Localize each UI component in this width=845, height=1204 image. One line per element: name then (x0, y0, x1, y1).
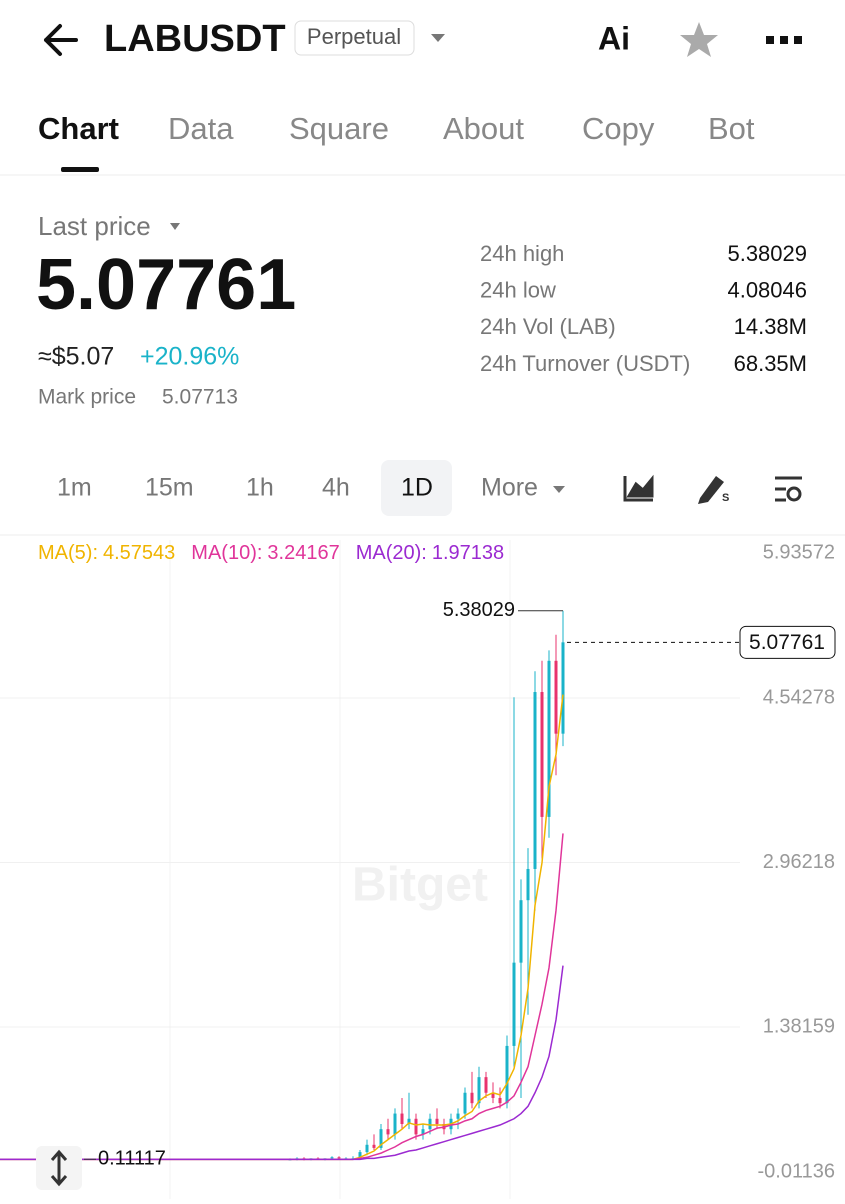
candle-body (519, 900, 523, 963)
candle-body (421, 1129, 425, 1135)
y-tick-label: 5.93572 (763, 541, 835, 563)
interval[interactable]: 1h (246, 474, 274, 502)
tab[interactable]: Bot (708, 111, 755, 146)
ma-legend-name: MA(10): (191, 542, 262, 564)
tab[interactable]: About (443, 111, 524, 146)
candle-body (379, 1129, 383, 1148)
candle-body (435, 1118, 439, 1124)
tab[interactable]: Copy (582, 111, 655, 146)
candle-body (386, 1129, 390, 1135)
ma-legend-value: 3.24167 (267, 542, 339, 564)
ai-button[interactable]: Ai (598, 20, 630, 56)
y-tick-label: 1.38159 (763, 1015, 835, 1037)
current-price-label: 5.07761 (749, 631, 825, 654)
candle-body (407, 1118, 411, 1124)
candle-body (358, 1152, 362, 1159)
candle-body (547, 660, 551, 817)
ma-legend-name: MA(20): (356, 542, 427, 564)
stat-value: 68.35M (734, 351, 807, 376)
price-change: +20.96% (140, 343, 239, 371)
interval[interactable]: 15m (145, 474, 194, 502)
ma-legend: MA(5): 4.57543 MA(10): 3.24167 MA(20): 1.9713… (38, 542, 504, 564)
last-price-label: Last price (38, 211, 151, 241)
y-tick-label: 2.96218 (763, 851, 835, 873)
candle-body (365, 1144, 369, 1153)
candle-body (470, 1092, 474, 1104)
tab[interactable]: Chart (38, 111, 119, 146)
more-menu[interactable] (766, 36, 802, 44)
candle-body (505, 1045, 509, 1104)
candle-body (484, 1077, 488, 1093)
favorite-star[interactable] (680, 22, 718, 57)
low-label: 0.11117 (98, 1148, 166, 1170)
tab[interactable]: Square (289, 111, 389, 146)
candle-body (540, 692, 544, 817)
candle-body (456, 1113, 460, 1119)
candle-body (477, 1077, 481, 1104)
symbol: LABUSDT (104, 18, 286, 60)
candle-body (463, 1092, 467, 1114)
watermark: Bitget (352, 859, 488, 912)
candle-body (561, 642, 565, 734)
svg-text:S: S (722, 492, 729, 504)
draw-tool-icon[interactable]: S (698, 476, 729, 504)
stat-label: 24h Vol (LAB) (480, 314, 616, 339)
back-button[interactable] (44, 24, 78, 56)
candle-body (533, 692, 537, 869)
usd-price: ≈$5.07 (38, 343, 114, 371)
tab-underline (61, 167, 99, 172)
mark-price: 5.07713 (162, 386, 238, 409)
candle-body (491, 1092, 495, 1098)
interval[interactable]: 4h (322, 474, 350, 502)
selected-interval-bg (381, 460, 452, 516)
candle-body (428, 1118, 432, 1130)
ma-legend-value: 1.97138 (432, 542, 504, 564)
ma-legend-name: MA(5): (38, 542, 98, 564)
interval[interactable]: 1m (57, 474, 92, 502)
candle-body (372, 1144, 376, 1148)
candle-body (400, 1113, 404, 1124)
stat-label: 24h Turnover (USDT) (480, 351, 690, 376)
candle-body (554, 660, 558, 734)
y-tick-label: -0.01136 (758, 1160, 835, 1182)
scale-button[interactable] (36, 1146, 82, 1190)
high-label: 5.38029 (443, 599, 515, 621)
stat-label: 24h low (480, 278, 556, 303)
stat-label: 24h high (480, 241, 564, 266)
ma-line (290, 965, 564, 1161)
settings-icon[interactable] (775, 476, 802, 502)
tab[interactable]: Data (168, 111, 234, 146)
stat-value: 14.38M (734, 314, 807, 339)
stat-value: 5.38029 (727, 241, 807, 266)
badge: Perpetual (307, 24, 401, 49)
more-dropdown[interactable] (553, 486, 565, 493)
mark-price-label: Mark price (38, 386, 136, 409)
current-price-box (739, 625, 836, 659)
candle-body (393, 1113, 397, 1135)
candle-body (526, 868, 530, 901)
interval[interactable]: More (481, 474, 538, 502)
badge-box (294, 20, 415, 56)
candle-body (337, 1157, 341, 1159)
candle-body (330, 1157, 334, 1159)
candle-body (498, 1097, 502, 1104)
stat-value: 4.08046 (727, 278, 807, 303)
interval[interactable]: 1D (401, 474, 433, 502)
ma-legend-value: 4.57543 (103, 542, 175, 564)
y-tick-label: 4.54278 (763, 686, 835, 708)
price-dropdown[interactable] (170, 223, 180, 230)
symbol-dropdown[interactable] (431, 34, 445, 42)
last-price: 5.07761 (36, 245, 296, 325)
chart-type-icon[interactable] (623, 474, 654, 502)
candle-body (512, 962, 516, 1046)
candle-body (414, 1118, 418, 1135)
